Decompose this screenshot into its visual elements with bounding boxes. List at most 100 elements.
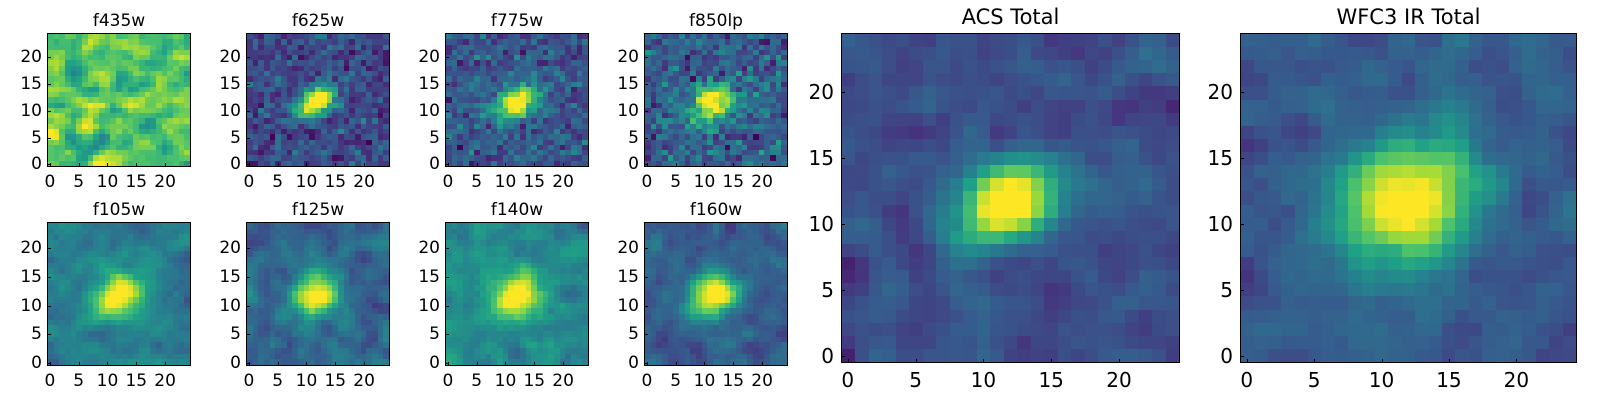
x-tick-label: 10	[693, 172, 716, 192]
y-tick-mark	[246, 137, 250, 139]
panel-title: f435w	[92, 11, 146, 31]
x-tick-mark	[306, 362, 308, 366]
x-tick-label: 10	[494, 172, 517, 192]
y-tick-mark	[47, 334, 51, 336]
x-tick-label: 20	[154, 371, 176, 391]
y-tick-mark	[246, 57, 250, 59]
x-tick-label: 0	[1240, 368, 1254, 392]
y-tick-mark	[445, 110, 449, 112]
y-tick-mark	[644, 83, 648, 85]
x-tick-label: 15	[523, 371, 546, 391]
x-tick-mark	[704, 163, 706, 167]
heatmap-image	[47, 222, 191, 366]
y-tick-mark	[1240, 158, 1244, 160]
y-tick-label: 0	[429, 154, 440, 175]
x-tick-label: 0	[641, 172, 653, 192]
y-tick-mark	[47, 247, 51, 249]
y-tick-label: 10	[219, 100, 241, 121]
y-tick-mark	[246, 276, 250, 278]
x-tick-mark	[762, 362, 764, 366]
x-tick-label: 15	[1038, 368, 1064, 392]
y-tick-label: 10	[617, 100, 639, 121]
x-tick-label: 10	[295, 172, 318, 192]
panel-wfc3-ir-total: WFC3 IR Total 0 0 5 5 10 10 15 15 20 20	[1208, 5, 1577, 392]
x-tick-label: 0	[641, 371, 653, 391]
x-tick-mark	[306, 163, 308, 167]
y-tick-mark	[445, 83, 449, 85]
y-tick-label: 10	[219, 295, 241, 316]
x-tick-label: 15	[1436, 368, 1462, 392]
y-tick-mark	[445, 247, 449, 249]
x-tick-mark	[675, 362, 677, 366]
y-tick-label: 0	[31, 154, 42, 175]
x-tick-label: 15	[125, 172, 148, 192]
y-tick-label: 0	[628, 154, 639, 175]
x-tick-mark	[1516, 359, 1518, 363]
x-tick-label: 5	[73, 172, 85, 192]
x-tick-mark	[165, 163, 167, 167]
y-tick-label: 15	[617, 73, 639, 94]
y-tick-mark	[47, 363, 51, 365]
x-tick-label: 0	[243, 371, 255, 391]
y-tick-label: 20	[20, 47, 42, 68]
panel-f435w: f435w 0 0 5 5 10 10 15 15 20 20	[20, 11, 191, 192]
x-tick-label: 15	[324, 172, 347, 192]
x-tick-label: 0	[44, 371, 56, 391]
x-tick-label: 5	[272, 172, 284, 192]
y-tick-label: 0	[628, 353, 639, 374]
y-tick-mark	[445, 137, 449, 139]
y-tick-mark	[445, 164, 449, 166]
y-tick-mark	[47, 305, 51, 307]
x-tick-mark	[1051, 359, 1053, 363]
x-tick-label: 5	[471, 172, 483, 192]
y-tick-mark	[644, 110, 648, 112]
panel-f160w: f160w 0 0 5 5 10 10 15 15 20 20	[617, 200, 788, 391]
x-tick-label: 20	[751, 172, 773, 192]
y-tick-label: 5	[821, 278, 834, 303]
x-tick-mark	[704, 362, 706, 366]
y-tick-label: 5	[230, 324, 241, 345]
y-tick-mark	[246, 305, 250, 307]
x-tick-mark	[78, 362, 80, 366]
x-tick-mark	[1246, 359, 1248, 363]
y-tick-label: 0	[1220, 344, 1233, 369]
panel-f850lp: f850lp 0 0 5 5 10 10 15 15 20 20	[617, 11, 788, 192]
x-tick-mark	[534, 163, 536, 167]
x-tick-mark	[277, 362, 279, 366]
x-tick-mark	[78, 163, 80, 167]
y-tick-label: 10	[418, 295, 440, 316]
panel-acs-total: ACS Total 0 0 5 5 10 10 15 15 20 20	[809, 5, 1180, 392]
x-tick-mark	[534, 362, 536, 366]
y-tick-label: 0	[230, 154, 241, 175]
y-tick-label: 15	[20, 73, 42, 94]
y-tick-mark	[644, 137, 648, 139]
panel-f775w: f775w 0 0 5 5 10 10 15 15 20 20	[418, 11, 589, 192]
heatmap-image	[246, 222, 390, 366]
x-tick-mark	[505, 362, 507, 366]
panel-title: f160w	[689, 200, 743, 220]
x-tick-label: 20	[353, 371, 375, 391]
x-tick-mark	[136, 362, 138, 366]
y-tick-mark	[246, 110, 250, 112]
y-tick-label: 20	[617, 237, 639, 258]
x-tick-mark	[563, 163, 565, 167]
x-tick-mark	[646, 362, 648, 366]
y-tick-mark	[1240, 356, 1244, 358]
y-tick-label: 5	[1220, 278, 1233, 303]
y-tick-mark	[644, 363, 648, 365]
x-tick-label: 20	[552, 172, 574, 192]
y-tick-label: 10	[808, 212, 834, 237]
y-tick-mark	[246, 334, 250, 336]
y-tick-label: 20	[808, 80, 834, 105]
y-tick-mark	[445, 363, 449, 365]
panel-title: f125w	[291, 200, 345, 220]
heatmap-image	[644, 33, 788, 167]
y-tick-label: 15	[20, 266, 42, 287]
y-tick-label: 15	[219, 266, 241, 287]
y-tick-mark	[644, 164, 648, 166]
panel-title: WFC3 IR Total	[1336, 5, 1481, 29]
heatmap-image	[841, 33, 1180, 363]
x-tick-label: 10	[970, 368, 997, 392]
heatmap-image	[246, 33, 390, 167]
